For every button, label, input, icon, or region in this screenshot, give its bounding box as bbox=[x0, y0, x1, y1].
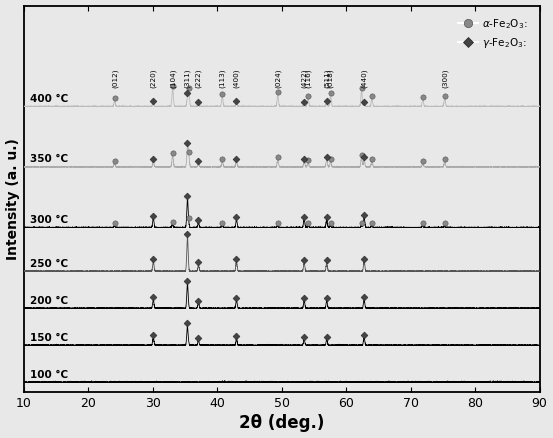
Y-axis label: Intensity (a. u.): Intensity (a. u.) bbox=[6, 138, 19, 260]
Text: 250 °C: 250 °C bbox=[30, 258, 68, 268]
Text: (400): (400) bbox=[233, 68, 240, 88]
Text: 200 °C: 200 °C bbox=[30, 296, 68, 306]
Text: (024): (024) bbox=[274, 68, 281, 88]
X-axis label: 2θ (deg.): 2θ (deg.) bbox=[239, 414, 324, 432]
Text: (012): (012) bbox=[111, 68, 118, 88]
Text: (422): (422) bbox=[301, 68, 307, 88]
Text: 100 °C: 100 °C bbox=[30, 370, 68, 380]
Text: (511): (511) bbox=[324, 68, 330, 88]
Text: 350 °C: 350 °C bbox=[30, 154, 68, 164]
Text: (116): (116) bbox=[305, 68, 311, 88]
Text: (300): (300) bbox=[441, 68, 448, 88]
Text: 300 °C: 300 °C bbox=[30, 215, 68, 225]
Text: (113): (113) bbox=[219, 68, 226, 88]
Text: (104): (104) bbox=[169, 68, 176, 88]
Text: (440): (440) bbox=[361, 68, 367, 88]
Legend: $\alpha$-Fe$_2$O$_3$:, $\gamma$-Fe$_2$O$_3$:: $\alpha$-Fe$_2$O$_3$:, $\gamma$-Fe$_2$O$… bbox=[456, 14, 529, 52]
Text: (222): (222) bbox=[195, 68, 202, 88]
Text: (018): (018) bbox=[327, 68, 334, 88]
Text: 400 °C: 400 °C bbox=[30, 94, 69, 104]
Text: 150 °C: 150 °C bbox=[30, 332, 68, 343]
Text: (311): (311) bbox=[184, 68, 191, 88]
Text: (220): (220) bbox=[150, 68, 156, 88]
